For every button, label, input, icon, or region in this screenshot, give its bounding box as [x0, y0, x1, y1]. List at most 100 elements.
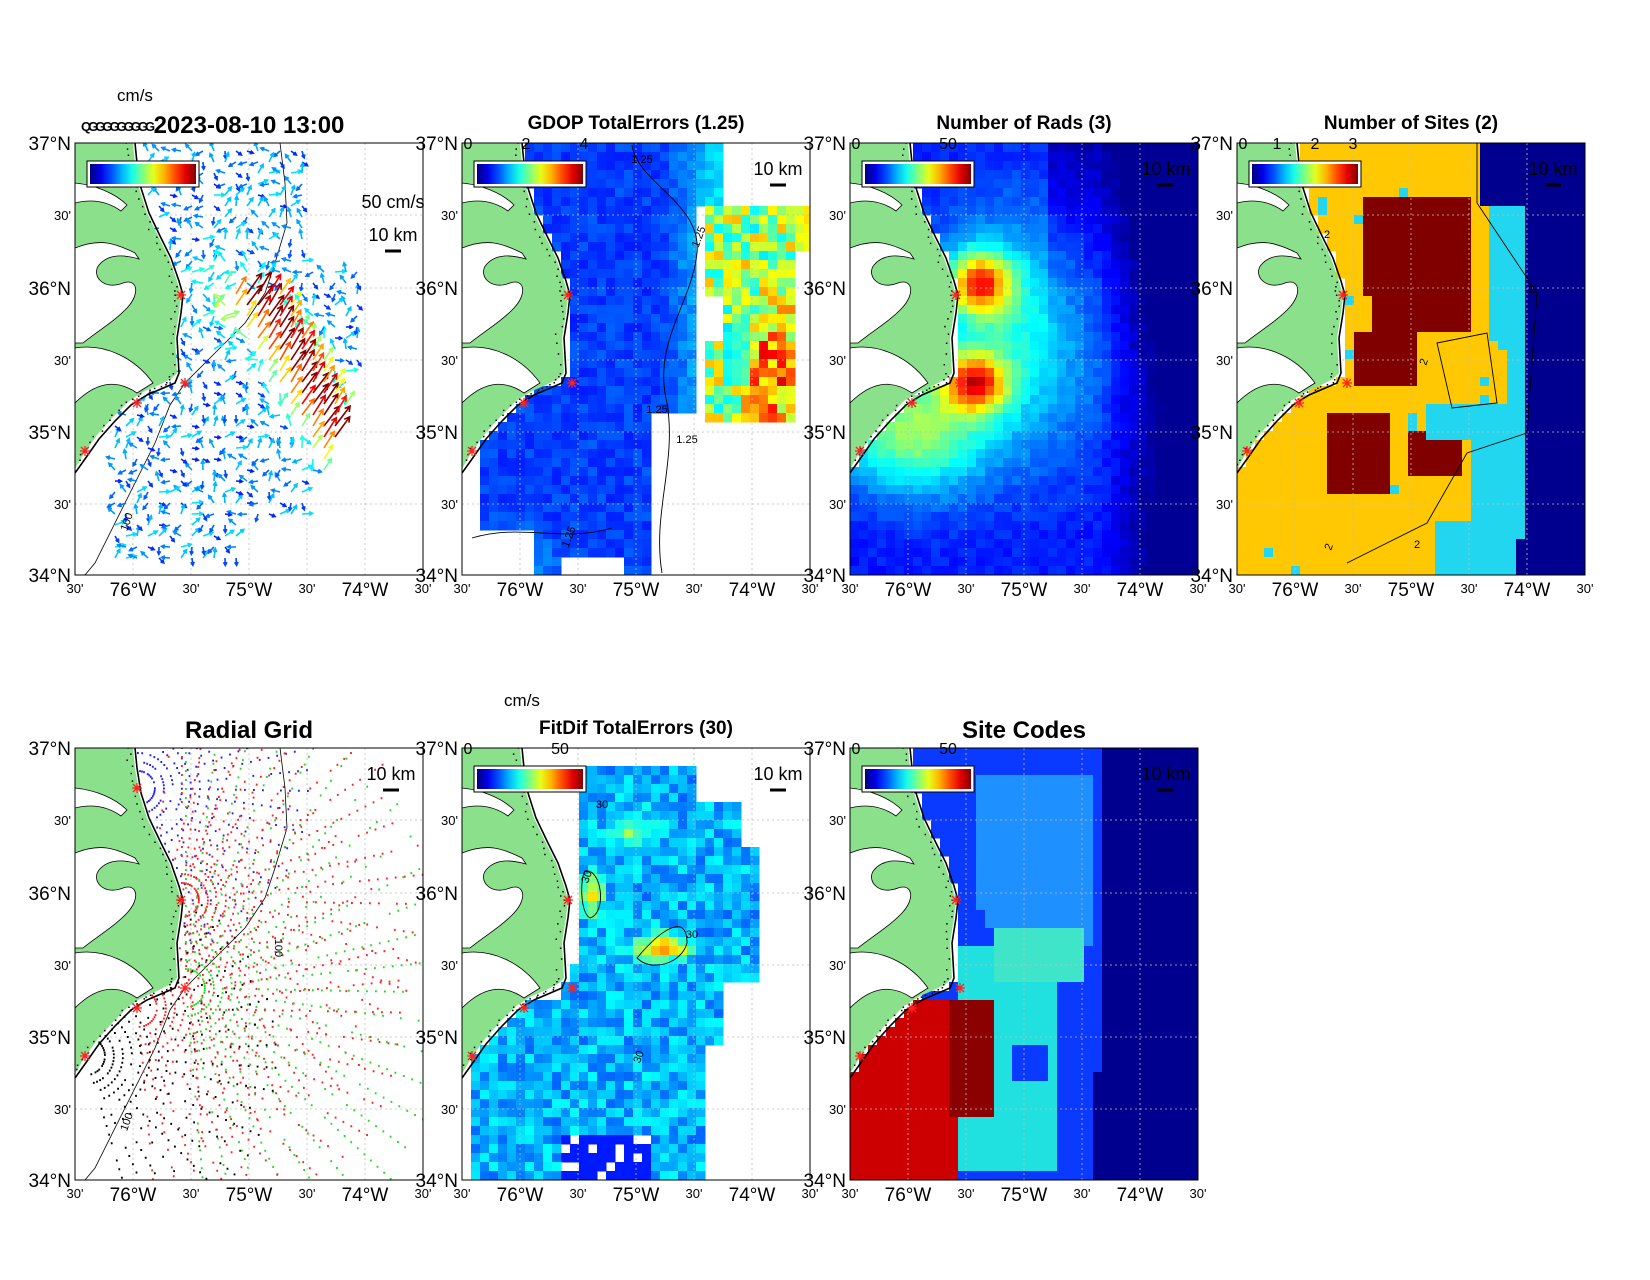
data-cell — [1111, 206, 1121, 216]
data-cell — [705, 143, 715, 153]
data-cell — [1417, 449, 1427, 459]
data-cell — [1012, 548, 1022, 558]
data-cell — [1156, 521, 1166, 531]
data-cell — [1534, 422, 1544, 432]
data-cell — [1444, 467, 1454, 477]
data-cell — [913, 494, 923, 504]
data-cell — [1399, 305, 1409, 315]
data-cell — [1309, 413, 1319, 423]
data-cell — [786, 314, 796, 324]
data-cell — [868, 503, 878, 513]
data-cell — [1012, 566, 1022, 576]
data-cell — [642, 766, 652, 776]
data-cell — [1507, 449, 1517, 459]
data-cell — [895, 422, 905, 432]
data-cell — [579, 530, 589, 540]
data-cell — [1525, 296, 1535, 306]
data-cell — [976, 512, 986, 522]
data-cell — [1561, 548, 1571, 558]
data-cell — [1138, 476, 1148, 486]
data-cell — [1138, 431, 1148, 441]
data-cell — [1552, 314, 1562, 324]
data-cell — [1417, 161, 1427, 171]
data-cell — [940, 476, 950, 486]
data-cell — [1048, 476, 1058, 486]
data-cell — [1030, 143, 1040, 153]
data-cell — [696, 820, 706, 830]
data-cell — [1507, 467, 1517, 477]
data-cell — [561, 251, 571, 261]
data-cell — [1156, 323, 1166, 333]
data-cell — [1057, 359, 1067, 369]
data-cell — [759, 287, 769, 297]
data-cell — [1111, 368, 1121, 378]
data-cell — [859, 539, 869, 549]
data-cell — [1021, 332, 1031, 342]
data-cell — [741, 404, 751, 414]
data-cell — [723, 368, 733, 378]
data-cell — [1462, 521, 1472, 531]
data-cell — [1417, 251, 1427, 261]
data-cell — [1030, 557, 1040, 567]
data-cell — [1075, 530, 1085, 540]
data-cell — [1291, 485, 1301, 495]
data-cell — [1399, 377, 1409, 387]
data-cell — [651, 874, 661, 884]
data-cell — [1534, 548, 1544, 558]
data-cell — [615, 775, 625, 785]
data-cell — [1525, 206, 1535, 216]
data-cell — [1264, 503, 1274, 513]
data-cell — [741, 847, 751, 857]
data-cell — [1192, 197, 1202, 207]
data-cell — [985, 359, 995, 369]
data-cell — [651, 224, 661, 234]
data-cell — [1246, 503, 1256, 513]
data-cell — [1570, 224, 1580, 234]
data-cell — [615, 766, 625, 776]
data-cell — [624, 413, 634, 423]
data-cell — [669, 287, 679, 297]
data-cell — [597, 440, 607, 450]
data-cell — [994, 566, 1004, 576]
data-cell — [1120, 404, 1130, 414]
data-cell — [606, 775, 616, 785]
data-cell — [651, 838, 661, 848]
data-cell — [886, 521, 896, 531]
data-cell — [1192, 305, 1202, 315]
colorbar-overprint: QGGGGGGGGG — [81, 119, 155, 134]
data-cell — [606, 215, 616, 225]
data-cell — [1066, 197, 1076, 207]
data-cell — [1453, 494, 1463, 504]
data-cell — [1435, 233, 1445, 243]
data-cell — [913, 548, 923, 558]
data-cell — [1354, 494, 1364, 504]
data-cell — [1120, 188, 1130, 198]
data-cell — [1318, 494, 1328, 504]
data-cell — [624, 802, 634, 812]
data-cell — [1075, 242, 1085, 252]
data-cell — [985, 566, 995, 576]
data-cell — [1147, 395, 1157, 405]
data-cell — [1039, 161, 1049, 171]
data-cell — [714, 197, 724, 207]
data-cell — [1354, 449, 1364, 459]
data-cell — [1183, 368, 1193, 378]
data-cell — [1282, 494, 1292, 504]
data-cell — [1156, 467, 1166, 477]
data-cell — [786, 359, 796, 369]
data-cell — [1453, 242, 1463, 252]
data-cell — [534, 503, 544, 513]
data-cell — [561, 197, 571, 207]
data-cell — [1516, 458, 1526, 468]
data-cell — [886, 539, 896, 549]
data-cell — [750, 251, 760, 261]
data-cell — [633, 766, 643, 776]
data-cell — [579, 793, 589, 803]
data-cell — [1111, 521, 1121, 531]
data-cell — [1075, 386, 1085, 396]
data-cell — [543, 467, 553, 477]
data-cell — [723, 874, 733, 884]
data-cell — [1048, 440, 1058, 450]
data-cell — [759, 224, 769, 234]
